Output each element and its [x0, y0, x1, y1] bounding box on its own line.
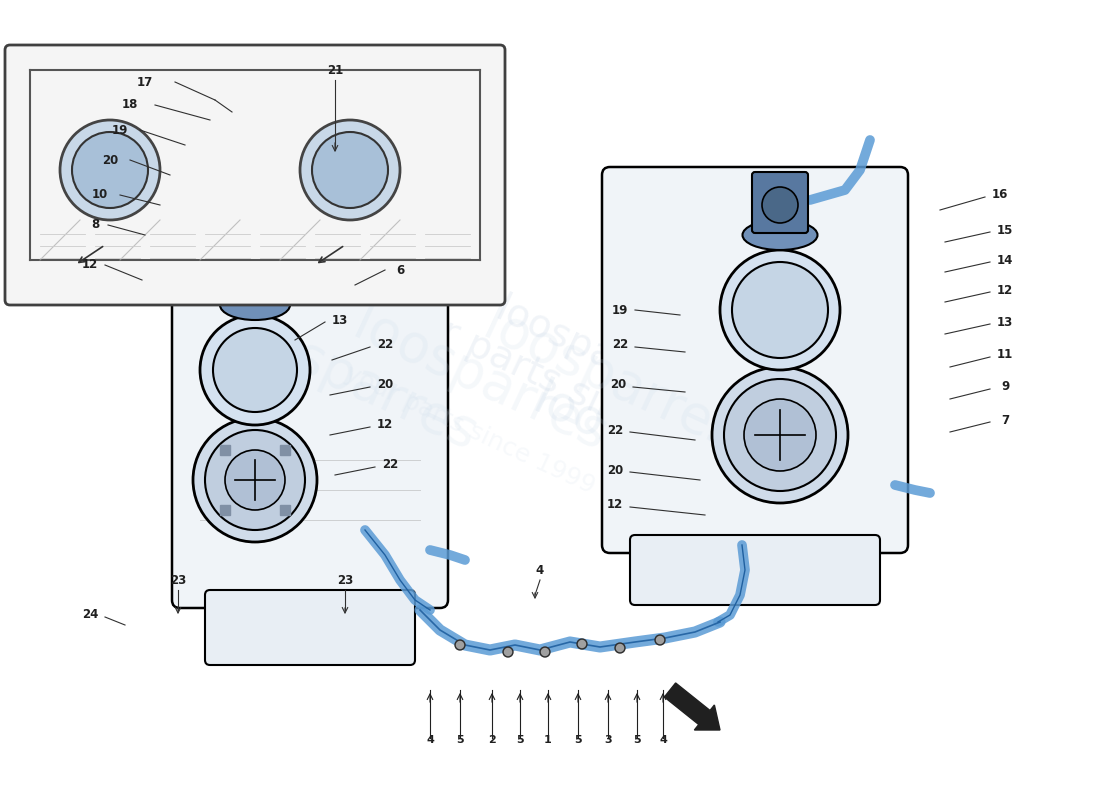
- Text: 23: 23: [169, 574, 186, 586]
- Circle shape: [616, 645, 624, 651]
- FancyBboxPatch shape: [6, 45, 505, 305]
- Text: 20: 20: [102, 154, 118, 166]
- Text: loosparres: loosparres: [214, 298, 485, 462]
- Bar: [279, 446, 289, 455]
- Circle shape: [540, 647, 550, 657]
- Circle shape: [456, 642, 463, 649]
- Circle shape: [578, 639, 587, 649]
- Text: 22: 22: [382, 458, 398, 471]
- Text: 14: 14: [997, 254, 1013, 266]
- Text: 20: 20: [609, 378, 626, 391]
- FancyBboxPatch shape: [172, 242, 448, 608]
- Bar: [220, 446, 230, 455]
- Bar: [279, 505, 289, 514]
- Text: 1: 1: [544, 735, 552, 745]
- FancyBboxPatch shape: [630, 535, 880, 605]
- Ellipse shape: [742, 220, 817, 250]
- Circle shape: [200, 315, 310, 425]
- Text: 5: 5: [634, 735, 641, 745]
- Text: 21: 21: [327, 63, 343, 77]
- FancyBboxPatch shape: [227, 247, 283, 303]
- Ellipse shape: [220, 290, 290, 320]
- Circle shape: [615, 643, 625, 653]
- Circle shape: [213, 328, 297, 412]
- Text: 12: 12: [81, 258, 98, 271]
- Text: 9: 9: [1001, 381, 1009, 394]
- Circle shape: [60, 120, 160, 220]
- Circle shape: [72, 132, 148, 208]
- Circle shape: [720, 250, 840, 370]
- Text: 4: 4: [426, 735, 433, 745]
- Circle shape: [744, 399, 816, 471]
- Text: 10: 10: [92, 189, 108, 202]
- Circle shape: [724, 379, 836, 491]
- Text: loosparres: loosparres: [526, 375, 774, 525]
- Circle shape: [579, 641, 585, 647]
- Text: 20: 20: [377, 378, 393, 391]
- Text: 5: 5: [574, 735, 582, 745]
- Text: 16: 16: [992, 189, 1009, 202]
- Text: 6: 6: [396, 263, 404, 277]
- Text: 17: 17: [136, 75, 153, 89]
- Circle shape: [712, 367, 848, 503]
- Text: 4: 4: [536, 563, 544, 577]
- Text: 15: 15: [997, 223, 1013, 237]
- Circle shape: [657, 637, 663, 643]
- Bar: [220, 505, 230, 514]
- Text: 13: 13: [332, 314, 348, 326]
- Circle shape: [300, 120, 400, 220]
- Text: loosparres
your parts since 1999: loosparres your parts since 1999: [371, 243, 790, 497]
- Text: 24: 24: [81, 609, 98, 622]
- Circle shape: [654, 635, 666, 645]
- Circle shape: [505, 649, 512, 655]
- Text: 5: 5: [456, 735, 464, 745]
- Text: 5: 5: [516, 735, 524, 745]
- Text: 7: 7: [1001, 414, 1009, 426]
- Text: 8: 8: [91, 218, 99, 231]
- Text: 11: 11: [997, 349, 1013, 362]
- FancyBboxPatch shape: [602, 167, 908, 553]
- Text: 23: 23: [337, 574, 353, 586]
- Text: 22: 22: [377, 338, 393, 351]
- Text: 2: 2: [488, 735, 496, 745]
- Circle shape: [732, 262, 828, 358]
- Circle shape: [236, 257, 273, 293]
- FancyArrow shape: [664, 683, 720, 730]
- FancyBboxPatch shape: [752, 172, 808, 233]
- Text: 4: 4: [659, 735, 667, 745]
- Text: 18: 18: [122, 98, 139, 111]
- Text: 19: 19: [612, 303, 628, 317]
- Text: 19: 19: [112, 123, 129, 137]
- Circle shape: [455, 640, 465, 650]
- Text: 12: 12: [997, 283, 1013, 297]
- Text: 22: 22: [607, 423, 623, 437]
- Circle shape: [503, 647, 513, 657]
- Circle shape: [541, 649, 549, 655]
- Circle shape: [205, 430, 305, 530]
- FancyBboxPatch shape: [205, 590, 415, 665]
- Text: loosparres: loosparres: [475, 298, 745, 462]
- Text: 12: 12: [377, 418, 393, 431]
- Circle shape: [312, 132, 388, 208]
- Circle shape: [762, 187, 798, 223]
- Circle shape: [192, 418, 317, 542]
- Text: 22: 22: [612, 338, 628, 351]
- Text: 13: 13: [997, 315, 1013, 329]
- Text: loosparres: loosparres: [345, 298, 615, 462]
- Circle shape: [226, 450, 285, 510]
- Text: 12: 12: [607, 498, 623, 511]
- Text: 20: 20: [607, 463, 623, 477]
- Text: your parts since 1999: your parts since 1999: [341, 362, 598, 498]
- Text: 3: 3: [604, 735, 612, 745]
